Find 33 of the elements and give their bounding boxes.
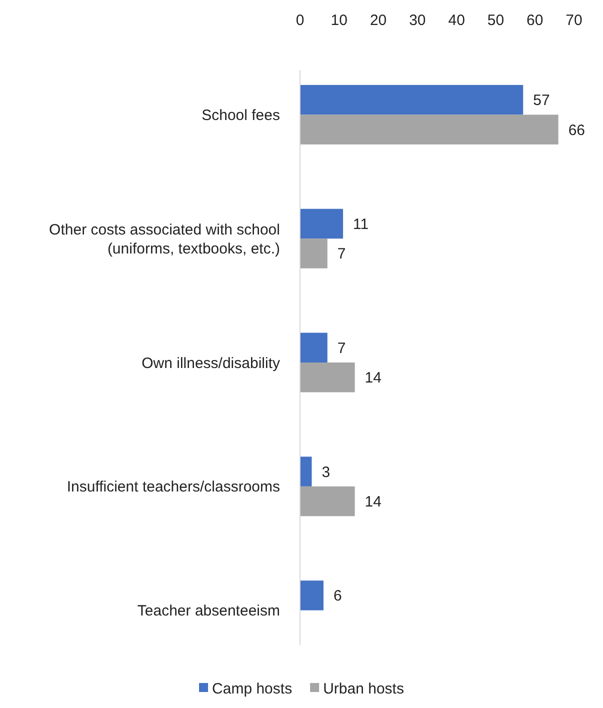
x-tick-label: 20 bbox=[370, 12, 387, 29]
bar bbox=[300, 84, 524, 115]
bar bbox=[300, 114, 558, 144]
x-tick-label: 0 bbox=[296, 12, 304, 29]
data-label: 57 bbox=[533, 92, 550, 110]
data-label: 66 bbox=[568, 122, 586, 139]
y-tick-label: School fees bbox=[202, 106, 280, 124]
x-tick-label: 10 bbox=[330, 12, 348, 29]
data-label: 7 bbox=[337, 246, 346, 263]
data-label: 3 bbox=[322, 464, 330, 481]
y-tick-label: Teacher absenteeism bbox=[137, 602, 280, 620]
x-tick-label: 70 bbox=[566, 12, 582, 29]
x-tick-label: 60 bbox=[526, 12, 544, 29]
y-tick-label: Other costs associated with school (uniforms, textbooks, etc.) bbox=[49, 221, 280, 258]
bar bbox=[300, 332, 328, 362]
bar bbox=[300, 362, 355, 392]
data-label: 14 bbox=[364, 494, 382, 511]
bar bbox=[300, 580, 324, 610]
bar bbox=[300, 486, 355, 516]
bar bbox=[300, 238, 328, 268]
legend-label: Camp hosts bbox=[212, 680, 292, 698]
x-tick-label: 40 bbox=[448, 12, 465, 29]
data-label: 7 bbox=[337, 340, 346, 357]
data-label: 6 bbox=[333, 588, 342, 605]
bar bbox=[300, 456, 312, 486]
bar bbox=[300, 208, 344, 239]
x-tick-label: 50 bbox=[487, 12, 504, 29]
legend-label: Urban hosts bbox=[323, 680, 404, 698]
y-tick-label: Insufficient teachers/classrooms bbox=[66, 478, 280, 496]
data-label: 14 bbox=[364, 370, 382, 387]
data-label: 11 bbox=[353, 216, 369, 233]
x-tick-label: 30 bbox=[409, 12, 426, 29]
y-tick-label: Own illness/disability bbox=[142, 354, 280, 372]
